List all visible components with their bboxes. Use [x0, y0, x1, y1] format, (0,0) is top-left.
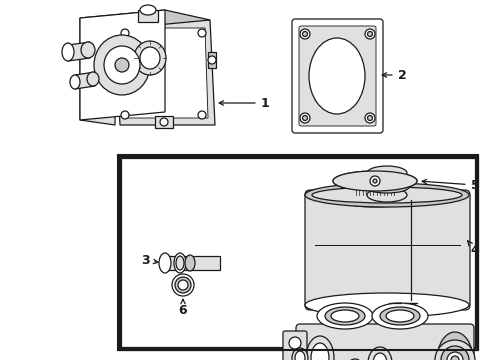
Ellipse shape [140, 5, 156, 15]
Ellipse shape [436, 332, 472, 360]
Text: 2: 2 [382, 68, 406, 81]
Ellipse shape [308, 38, 364, 114]
Polygon shape [115, 20, 215, 125]
Ellipse shape [311, 187, 461, 203]
Circle shape [364, 29, 374, 39]
Ellipse shape [159, 253, 171, 273]
Circle shape [367, 32, 372, 36]
Circle shape [121, 29, 129, 37]
Ellipse shape [104, 46, 140, 84]
Ellipse shape [372, 353, 386, 360]
Circle shape [450, 356, 458, 360]
Polygon shape [80, 18, 115, 125]
Ellipse shape [140, 47, 160, 69]
Circle shape [302, 32, 307, 36]
FancyBboxPatch shape [298, 26, 375, 126]
FancyBboxPatch shape [283, 331, 306, 360]
Ellipse shape [94, 35, 150, 95]
Text: 3: 3 [141, 253, 158, 266]
Polygon shape [75, 72, 95, 89]
Circle shape [198, 29, 205, 37]
Bar [390, 303, 398, 318]
Circle shape [160, 118, 168, 126]
Text: 6: 6 [178, 300, 187, 316]
Ellipse shape [305, 183, 468, 207]
Ellipse shape [385, 310, 413, 322]
Ellipse shape [115, 58, 129, 72]
Polygon shape [80, 10, 164, 120]
Ellipse shape [371, 303, 427, 329]
Circle shape [440, 346, 468, 360]
Ellipse shape [325, 307, 364, 325]
Ellipse shape [332, 171, 416, 191]
Ellipse shape [332, 171, 416, 191]
Circle shape [369, 176, 379, 186]
Ellipse shape [364, 181, 408, 193]
Ellipse shape [366, 166, 406, 180]
Circle shape [178, 280, 187, 290]
Bar [406, 303, 414, 318]
Ellipse shape [291, 348, 307, 360]
Text: 1: 1 [219, 96, 269, 109]
Circle shape [288, 337, 301, 349]
Ellipse shape [81, 42, 95, 58]
Ellipse shape [366, 188, 406, 202]
Bar [138, 10, 158, 22]
Bar [118, 155, 477, 350]
Text: 5: 5 [421, 179, 478, 192]
Ellipse shape [379, 307, 419, 325]
Circle shape [175, 277, 191, 293]
Bar [121, 158, 474, 347]
FancyBboxPatch shape [305, 190, 469, 310]
FancyBboxPatch shape [295, 324, 473, 360]
Polygon shape [164, 256, 220, 270]
Ellipse shape [184, 255, 195, 271]
Ellipse shape [134, 41, 165, 75]
Ellipse shape [70, 75, 80, 89]
Circle shape [364, 113, 374, 123]
Ellipse shape [367, 347, 391, 360]
Circle shape [434, 340, 474, 360]
Ellipse shape [294, 351, 305, 360]
Circle shape [299, 113, 309, 123]
Bar [119, 156, 476, 349]
Ellipse shape [330, 310, 358, 322]
Circle shape [367, 116, 372, 121]
Circle shape [299, 29, 309, 39]
Polygon shape [122, 28, 207, 118]
Circle shape [121, 111, 129, 119]
Ellipse shape [305, 336, 333, 360]
Ellipse shape [310, 343, 328, 360]
Bar [118, 155, 477, 350]
Ellipse shape [176, 256, 183, 270]
Ellipse shape [174, 253, 185, 273]
Ellipse shape [316, 303, 372, 329]
Circle shape [302, 116, 307, 121]
Text: 4: 4 [467, 241, 478, 257]
Circle shape [446, 352, 462, 360]
Ellipse shape [62, 43, 74, 61]
Circle shape [172, 274, 194, 296]
Bar [155, 116, 173, 128]
Ellipse shape [345, 359, 364, 360]
Bar [354, 181, 394, 197]
Ellipse shape [305, 293, 468, 317]
Bar [368, 173, 404, 198]
Polygon shape [68, 42, 90, 61]
Ellipse shape [332, 187, 416, 207]
Polygon shape [80, 10, 209, 28]
Bar [120, 157, 475, 348]
Ellipse shape [87, 72, 99, 86]
Bar [207, 52, 216, 68]
Circle shape [372, 179, 376, 183]
Circle shape [198, 111, 205, 119]
FancyBboxPatch shape [291, 19, 382, 133]
Circle shape [207, 56, 216, 64]
